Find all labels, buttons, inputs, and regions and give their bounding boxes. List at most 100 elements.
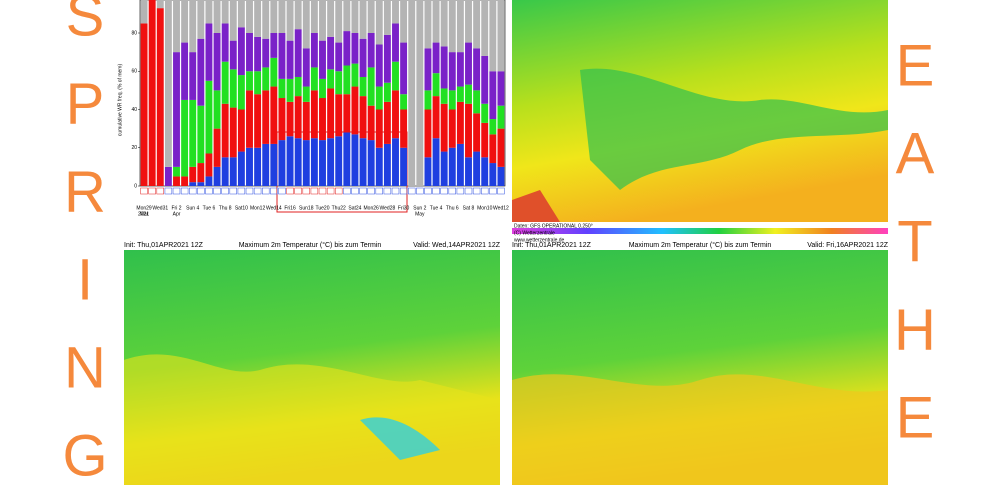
x-tick-label: Mon12: [250, 205, 266, 211]
bar-segment: [246, 33, 253, 72]
member-flag: [432, 187, 440, 195]
bar-segment: [229, 157, 237, 186]
x-sublabel: May: [415, 211, 425, 217]
bar-segment: [197, 105, 205, 164]
bar-segment: [481, 157, 489, 186]
bar-segment: [481, 103, 489, 123]
bar-segment: [319, 40, 326, 79]
bar-segment: [497, 128, 505, 167]
bar-segment: [294, 29, 302, 77]
bar-segment: [205, 176, 213, 186]
x-tick-label: Sun18: [299, 205, 314, 211]
x-tick-label: Fri30: [398, 205, 410, 211]
map-footer: www.wetterzentrale.de: [514, 237, 565, 243]
bar-segment: [286, 0, 294, 41]
bar-segment: [254, 147, 262, 186]
bar-segment: [310, 67, 318, 91]
side-letter: E: [896, 385, 935, 450]
side-letter: R: [64, 159, 106, 224]
bar-segment: [213, 166, 221, 186]
member-flag: [416, 187, 424, 195]
bar-segment: [359, 76, 367, 97]
bar-segment: [164, 166, 172, 186]
x-sublabel: Apr: [173, 211, 181, 217]
bar-segment: [335, 71, 343, 95]
bar-segment: [432, 42, 440, 74]
bar-segment: [286, 78, 294, 102]
x-tick-label: Mon29: [136, 205, 152, 211]
bar-segment: [359, 0, 367, 39]
bar-segment: [278, 78, 286, 99]
member-flag: [140, 187, 148, 195]
bar-segment: [351, 33, 359, 64]
side-letter: G: [62, 423, 107, 485]
x-tick-label: Fri16: [284, 205, 296, 211]
bar-segment: [392, 138, 399, 186]
bar-segment: [400, 0, 408, 43]
bar-segment: [448, 0, 456, 53]
side-letter: N: [64, 335, 106, 400]
bar-segment: [237, 27, 245, 76]
y-tick-label: 20: [131, 145, 137, 151]
bar-segment: [246, 147, 253, 186]
bar-segment: [424, 48, 432, 91]
bar-segment: [327, 0, 335, 37]
bar-segment: [359, 96, 367, 139]
bar-segment: [278, 0, 286, 33]
y-axis-label: cumulative WR freq. (% of mem): [117, 64, 123, 137]
bar-segment: [294, 76, 302, 97]
bar-segment: [181, 42, 189, 100]
bar-segment: [286, 101, 294, 137]
member-flag: [375, 187, 383, 195]
bar-segment: [254, 71, 262, 95]
bar-segment: [448, 147, 456, 186]
bar-segment: [189, 52, 197, 100]
bar-segment: [473, 90, 481, 114]
bar-segment: [189, 0, 197, 53]
bar-segment: [213, 90, 221, 129]
member-flag: [472, 187, 481, 195]
map-footer: (C) Wetterzentrale: [514, 230, 555, 236]
bar-segment: [448, 90, 456, 110]
member-flag: [245, 187, 254, 195]
bar-segment: [270, 33, 278, 58]
bar-segment: [456, 143, 464, 186]
bar-segment: [189, 166, 197, 183]
bar-segment: [302, 48, 310, 87]
bar-segment: [473, 48, 481, 91]
bar-segment: [351, 86, 359, 135]
bar-segment: [473, 113, 481, 152]
bar-segment: [416, 0, 424, 186]
bar-segment: [221, 61, 229, 104]
bar-segment: [424, 90, 432, 110]
bar-segment: [229, 0, 237, 41]
bar-segment: [432, 96, 440, 139]
bar-segment: [148, 0, 156, 187]
bar-segment: [173, 166, 180, 177]
bar-segment: [319, 140, 326, 186]
member-flag: [302, 187, 310, 195]
x-sublabel: Mar: [140, 211, 149, 217]
bar-segment: [489, 163, 497, 186]
x-tick-label: Tue 4: [430, 205, 443, 211]
bar-segment: [319, 0, 326, 41]
bar-segment: [424, 0, 432, 49]
member-flag: [359, 187, 367, 195]
side-letter: H: [894, 297, 936, 362]
x-tick-label: Wed12: [493, 205, 509, 211]
bar-segment: [278, 33, 286, 79]
bar-segment: [359, 38, 367, 77]
x-tick-label: Sun 4: [186, 205, 199, 211]
bar-segment: [465, 103, 472, 158]
bar-segment: [294, 138, 302, 186]
bar-segment: [262, 67, 270, 91]
bar-segment: [205, 153, 213, 177]
bar-segment: [237, 151, 245, 186]
bar-segment: [489, 71, 497, 120]
member-flag: [424, 187, 432, 195]
bar-segment: [343, 94, 351, 133]
member-flag: [229, 187, 237, 195]
bar-segment: [400, 109, 408, 148]
bar-segment: [205, 0, 213, 24]
member-flag: [172, 187, 181, 195]
